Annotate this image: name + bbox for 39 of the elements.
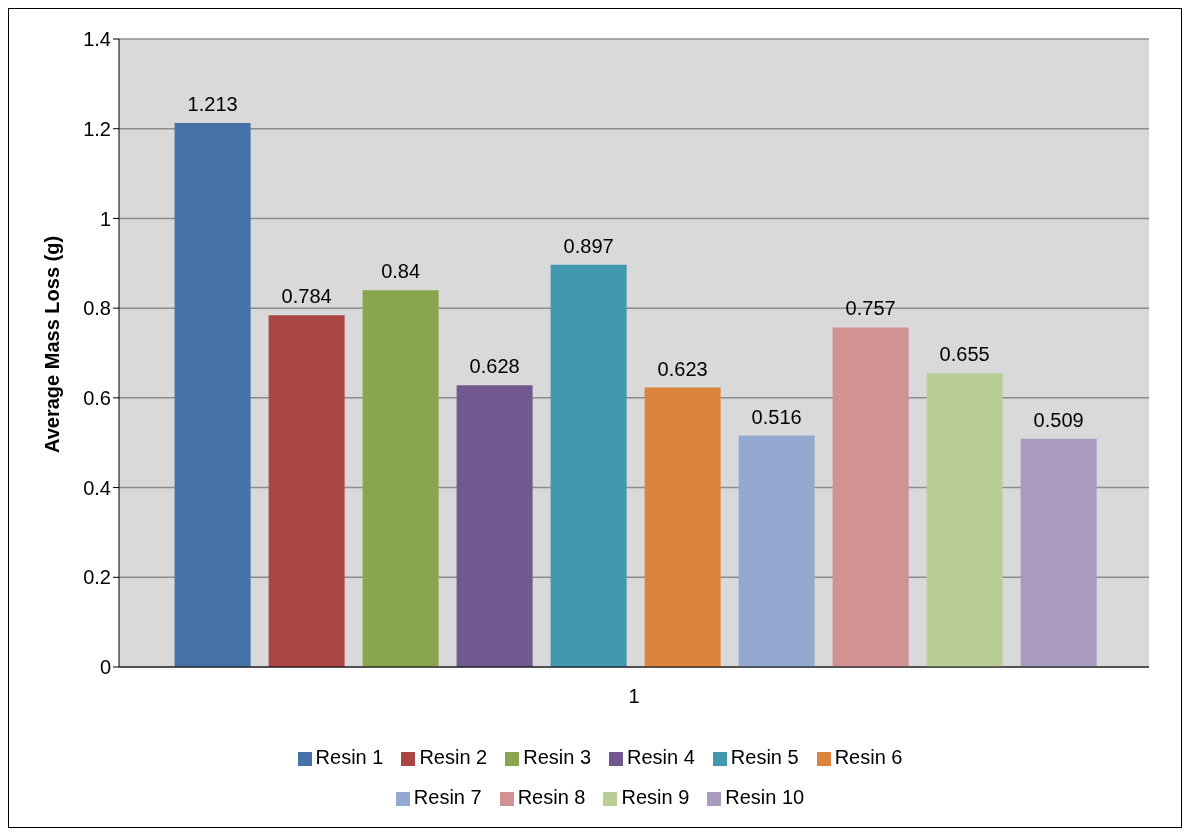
y-tick-label: 0.8 — [83, 297, 111, 320]
bar — [926, 373, 1003, 667]
y-tick-label: 1 — [99, 207, 111, 230]
legend-label: Resin 4 — [627, 746, 695, 768]
data-label: 0.897 — [563, 234, 614, 257]
data-label: 0.509 — [1033, 408, 1084, 431]
bar — [644, 387, 721, 667]
data-label: 0.628 — [469, 355, 520, 378]
legend-label: Resin 1 — [315, 746, 384, 768]
bar — [1020, 438, 1097, 667]
bar — [738, 435, 815, 667]
legend-label: Resin 10 — [725, 786, 805, 808]
y-tick-label: 0 — [99, 656, 111, 679]
y-tick-label: 1.4 — [83, 28, 111, 51]
y-tick-label: 0.6 — [83, 386, 111, 409]
data-label: 0.655 — [939, 343, 990, 366]
bar — [362, 290, 439, 667]
data-label: 1.213 — [187, 92, 238, 115]
data-label: 0.516 — [751, 405, 802, 428]
legend-label: Resin 7 — [413, 786, 482, 808]
bar — [268, 315, 345, 667]
bar — [456, 385, 533, 667]
legend-label: Resin 6 — [834, 746, 903, 768]
bar — [174, 122, 251, 667]
y-tick-label: 0.2 — [83, 566, 111, 589]
legend-label: Resin 3 — [523, 746, 591, 768]
y-tick-label: 1.2 — [83, 117, 111, 140]
y-axis-title: Average Mass Loss (g) — [41, 235, 64, 453]
data-label: 0.84 — [381, 260, 421, 283]
data-label: 0.757 — [845, 297, 896, 320]
legend-label: Resin 9 — [621, 786, 690, 808]
bar — [832, 327, 909, 667]
legend-label: Resin 5 — [730, 746, 799, 768]
legend-label: Resin 2 — [419, 746, 488, 768]
bar — [550, 264, 627, 667]
legend-label: Resin 8 — [517, 786, 586, 808]
y-tick-label: 0.4 — [83, 476, 111, 499]
data-label: 0.623 — [657, 357, 708, 380]
data-label: 0.784 — [281, 285, 332, 308]
